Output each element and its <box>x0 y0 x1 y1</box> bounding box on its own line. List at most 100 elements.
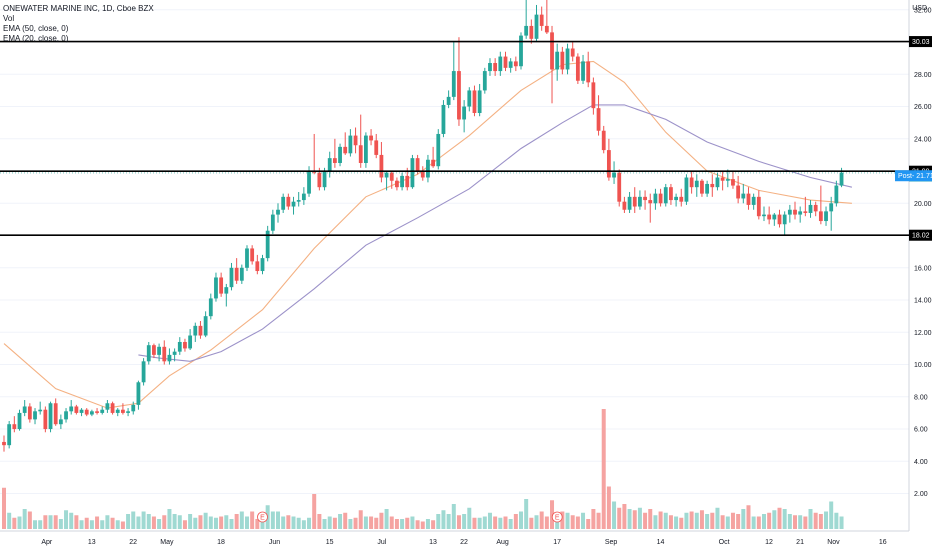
candle-body <box>808 204 813 213</box>
volume-bar <box>679 517 684 529</box>
volume-bar <box>715 507 720 529</box>
volume-bar <box>622 504 627 529</box>
y-tick-label: 14.00 <box>914 298 932 305</box>
volume-bar <box>436 514 441 529</box>
volume-bar <box>658 511 663 529</box>
volume-bar <box>95 516 100 529</box>
volume-bar <box>312 494 317 529</box>
candle-body <box>617 172 622 202</box>
volume-bar <box>441 510 446 529</box>
candle-body <box>813 204 818 212</box>
volume-bar <box>229 519 234 529</box>
candle-body <box>606 150 611 178</box>
candle-body <box>38 409 43 412</box>
volume-bar <box>281 516 286 529</box>
volume-legend[interactable]: Vol <box>3 14 15 23</box>
candle-body <box>162 346 167 362</box>
volume-bar <box>177 515 182 529</box>
candle-body <box>110 403 115 413</box>
volume-bar <box>663 512 668 529</box>
volume-bar <box>348 519 353 529</box>
price-axis-badge <box>909 36 932 48</box>
volume-bar <box>736 514 741 529</box>
candle-body <box>395 180 399 188</box>
volume-bar <box>782 509 787 529</box>
volume-bar <box>487 512 492 529</box>
candle-body <box>229 267 234 288</box>
y-tick-label: 10.00 <box>914 362 932 369</box>
candle-body <box>451 71 456 97</box>
ema50-legend[interactable]: EMA (50, close, 0) <box>3 24 69 33</box>
candle-body <box>586 61 591 83</box>
volume-bar <box>777 507 782 529</box>
volume-bar <box>586 519 591 529</box>
volume-bar <box>151 516 156 529</box>
y-tick-label: 16.00 <box>914 265 932 272</box>
candle-body <box>596 108 601 131</box>
candle-body <box>627 196 632 210</box>
candle-body <box>33 411 37 420</box>
candle-body <box>214 277 218 299</box>
candle-body <box>741 193 746 199</box>
volume-bar <box>276 511 281 529</box>
volume-bar <box>570 515 575 529</box>
candle-body <box>177 341 182 352</box>
candle-body <box>7 424 12 446</box>
volume-bar <box>818 514 823 529</box>
candle-body <box>591 82 596 109</box>
volume-bar <box>565 512 570 529</box>
candle-body <box>684 177 689 202</box>
volume-bar <box>684 512 689 529</box>
candle-body <box>95 411 99 413</box>
volume-bar <box>519 511 523 529</box>
candle-body <box>457 71 461 120</box>
volume-bar <box>524 499 529 529</box>
volume-bar <box>472 517 477 529</box>
volume-bar <box>648 509 653 529</box>
volume-bar <box>208 516 213 529</box>
volume-bar <box>188 514 193 529</box>
volume-bar <box>720 515 725 529</box>
candle-body <box>286 196 291 207</box>
candle-body <box>239 267 244 281</box>
candle-body <box>296 200 301 202</box>
volume-bar <box>369 516 374 529</box>
y-tick-label: 6.00 <box>914 427 928 434</box>
candle-body <box>705 183 710 194</box>
candle-body <box>307 171 311 194</box>
volume-bar <box>322 519 327 529</box>
candle-body <box>255 261 260 272</box>
ema20-legend[interactable]: EMA (20, close, 0) <box>3 34 69 43</box>
candle-body <box>389 172 394 181</box>
volume-bar <box>643 512 648 529</box>
candle-body <box>188 335 193 349</box>
volume-bar <box>291 516 296 529</box>
volume-bar <box>182 520 187 529</box>
candle-body <box>441 104 446 134</box>
candle-body <box>767 214 772 220</box>
price-axis-label: 18.02 <box>912 233 930 240</box>
volume-bar <box>7 512 12 529</box>
volume-bar <box>250 511 255 529</box>
candle-body <box>121 409 125 413</box>
volume-bar <box>767 512 772 529</box>
candle-body <box>467 90 472 107</box>
candle-body <box>798 211 803 215</box>
ema20-line <box>3 60 852 409</box>
candle-body <box>529 25 534 39</box>
y-tick-label: 26.00 <box>914 104 932 111</box>
symbol-title[interactable]: ONEWATER MARINE INC, 1D, Cboe BZX <box>3 4 154 13</box>
volume-bar <box>105 515 110 529</box>
volume-bar <box>839 516 844 529</box>
candle-body <box>400 175 404 188</box>
volume-bar <box>379 512 384 529</box>
candle-body <box>22 406 27 413</box>
volume-bar <box>498 517 503 529</box>
volume-bar <box>596 512 601 529</box>
volume-bar <box>689 511 694 529</box>
candle-body <box>317 172 322 188</box>
volume-bar <box>384 509 389 529</box>
candle-body <box>89 411 94 415</box>
candle-body <box>208 298 213 317</box>
